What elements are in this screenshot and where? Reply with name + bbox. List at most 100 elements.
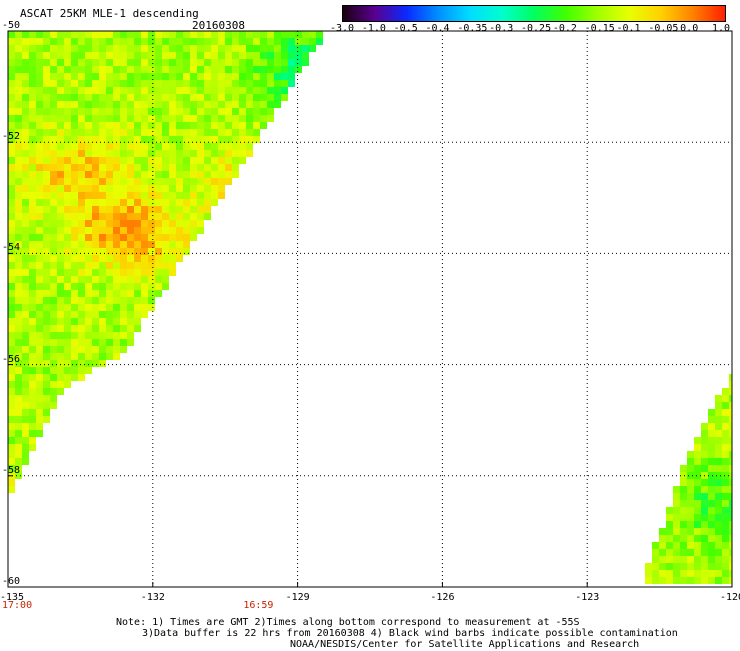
heatmap-cell [36,402,43,409]
heatmap-cell [8,206,15,213]
heatmap-cell [99,353,106,360]
heatmap-cell [8,374,15,381]
heatmap-cell [645,563,652,570]
heatmap-cell [36,199,43,206]
heatmap-cell [85,31,92,38]
heatmap-cell [253,73,260,80]
heatmap-cell [211,122,218,129]
heatmap-cell [8,388,15,395]
heatmap-cell [15,290,22,297]
heatmap-cell [148,276,155,283]
heatmap-cell [729,486,732,493]
heatmap-cell [64,213,71,220]
heatmap-cell [36,283,43,290]
heatmap-cell [43,94,50,101]
heatmap-cell [288,59,295,66]
heatmap-cell [15,227,22,234]
heatmap-cell [288,45,295,52]
heatmap-cell [708,528,715,535]
heatmap-cell [85,157,92,164]
heatmap-cell [715,402,722,409]
colorbar-tick-label: -0.25 [521,23,552,34]
heatmap-cell [78,115,85,122]
heatmap-cell [260,31,267,38]
heatmap-cell [85,94,92,101]
heatmap-cell [57,157,64,164]
heatmap-cell [85,248,92,255]
heatmap-cell [43,297,50,304]
heatmap-cell [15,136,22,143]
heatmap-cell [204,31,211,38]
heatmap-cell [43,241,50,248]
heatmap-cell [64,185,71,192]
chart-date: 20160308 [192,19,245,32]
heatmap-cell [113,297,120,304]
heatmap-cell [204,122,211,129]
heatmap-cell [225,45,232,52]
heatmap-cell [148,290,155,297]
heatmap-cell [197,52,204,59]
heatmap-cell [127,227,134,234]
heatmap-cell [197,136,204,143]
heatmap-cell [232,66,239,73]
heatmap-cell [15,45,22,52]
heatmap-cell [225,31,232,38]
heatmap-cell [85,150,92,157]
heatmap-cell [169,248,176,255]
heatmap-cell [218,59,225,66]
heatmap-cell [57,150,64,157]
heatmap-cell [141,220,148,227]
heatmap-cell [64,374,71,381]
heatmap-cell [722,395,729,402]
heatmap-cell [57,73,64,80]
heatmap-cell [92,101,99,108]
heatmap-cell [64,136,71,143]
heatmap-cell [92,192,99,199]
heatmap-cell [246,87,253,94]
heatmap-cell [232,129,239,136]
heatmap-cell [246,122,253,129]
heatmap-cell [8,325,15,332]
heatmap-cell [183,213,190,220]
heatmap-cell [29,437,36,444]
heatmap-cell [680,500,687,507]
heatmap-cell [183,59,190,66]
heatmap-cell [113,332,120,339]
heatmap-cell [57,87,64,94]
heatmap-cell [85,115,92,122]
heatmap-cell [708,563,715,570]
heatmap-cell [169,80,176,87]
heatmap-cell [694,549,701,556]
heatmap-cell [8,451,15,458]
heatmap-cell [85,339,92,346]
heatmap-cell [8,101,15,108]
heatmap-cell [715,542,722,549]
y-tick-label: -52 [2,131,21,143]
heatmap-cell [57,206,64,213]
heatmap-cell [43,318,50,325]
heatmap-cell [99,59,106,66]
heatmap-cell [8,262,15,269]
heatmap-cell [50,234,57,241]
heatmap-cell [78,213,85,220]
heatmap-cell [15,416,22,423]
heatmap-cell [127,38,134,45]
heatmap-cell [36,80,43,87]
heatmap-cell [92,346,99,353]
heatmap-cell [36,192,43,199]
heatmap-cell [183,45,190,52]
heatmap-cell [127,52,134,59]
heatmap-cell [246,101,253,108]
heatmap-cell [15,164,22,171]
heatmap-cell [169,108,176,115]
heatmap-cell [43,122,50,129]
heatmap-cell [134,262,141,269]
heatmap-cell [729,444,732,451]
heatmap-cell [722,570,729,577]
heatmap-cell [36,220,43,227]
heatmap-cell [113,325,120,332]
heatmap-cell [50,94,57,101]
heatmap-cell [211,101,218,108]
heatmap-cell [36,178,43,185]
heatmap-cell [15,472,22,479]
